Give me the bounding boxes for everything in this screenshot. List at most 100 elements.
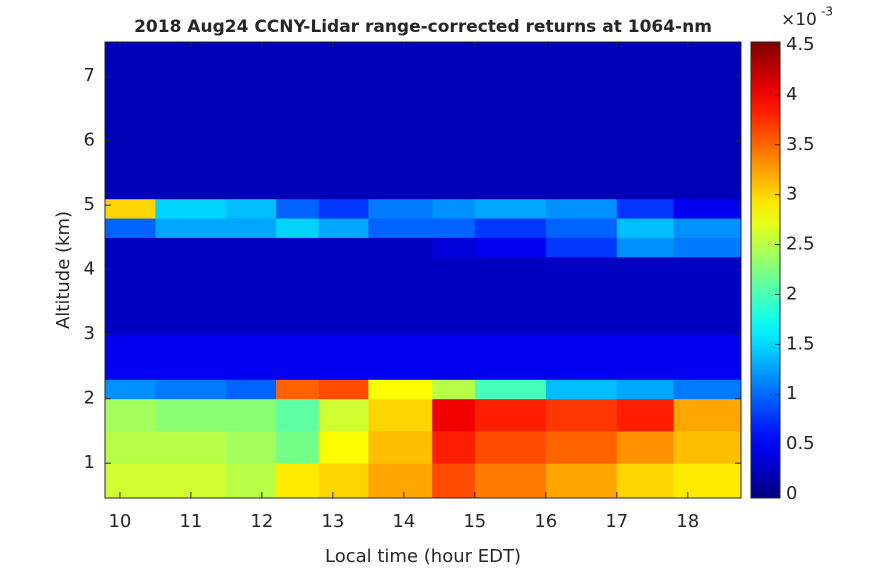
heat-cell: [474, 218, 547, 238]
heat-cell: [545, 218, 618, 238]
heat-cell: [155, 198, 227, 219]
plot-frame: [104, 41, 742, 499]
heat-cell: [474, 398, 547, 432]
heat-cell: [276, 463, 320, 499]
heat-cell: [276, 218, 320, 238]
heat-cell: [276, 379, 320, 400]
heat-cell: [474, 237, 547, 258]
heat-cell: [226, 198, 277, 219]
heat-cell: [545, 334, 618, 380]
heat-cell: [545, 198, 618, 219]
heat-cell: [616, 334, 675, 380]
colorbar-tick-label: 1.5: [786, 333, 815, 354]
heat-cell: [155, 218, 227, 238]
heat-cell: [318, 237, 369, 258]
heat-cell: [673, 334, 742, 380]
heat-cell: [616, 256, 675, 335]
heat-cell: [318, 398, 369, 432]
heat-cell: [276, 334, 320, 380]
heat-cell: [276, 398, 320, 432]
heat-cell: [226, 334, 277, 380]
heat-cell: [276, 256, 320, 335]
heat-cell: [368, 42, 433, 200]
x-tick-label: 16: [534, 511, 557, 532]
colorbar-tick-label: 3.5: [786, 134, 815, 155]
heat-cell: [155, 42, 227, 200]
y-tick-label: 1: [84, 452, 95, 473]
heat-cell: [432, 237, 476, 258]
y-tick-label: 5: [84, 194, 95, 215]
y-tick-label: 7: [84, 65, 95, 86]
heat-cell: [226, 237, 277, 258]
heat-cell: [474, 42, 547, 200]
heat-cell: [545, 463, 618, 499]
colorbar-exponent: -3: [821, 5, 833, 19]
heat-cell: [276, 237, 320, 258]
heat-cell: [368, 237, 433, 258]
heat-cell: [673, 398, 742, 432]
heat-cell: [616, 237, 675, 258]
colorbar-tick-label: 2: [786, 283, 797, 304]
colorbar-tick-label: 1: [786, 383, 797, 404]
heat-cell: [226, 42, 277, 200]
heat-cell: [226, 379, 277, 400]
heat-cell: [155, 430, 227, 464]
heat-cell: [226, 463, 277, 499]
x-tick-label: 10: [108, 511, 131, 532]
heat-cell: [105, 430, 156, 464]
heat-cell: [155, 379, 227, 400]
heat-cell: [318, 42, 369, 200]
x-tick-label: 15: [463, 511, 486, 532]
heat-cell: [368, 398, 433, 432]
heat-cell: [105, 398, 156, 432]
heat-cell: [432, 379, 476, 400]
x-tick-label: 13: [321, 511, 344, 532]
heat-cell: [226, 218, 277, 238]
heat-cell: [432, 398, 476, 432]
x-tick-label: 18: [676, 511, 699, 532]
heat-cell: [226, 430, 277, 464]
y-tick-label: 2: [84, 388, 95, 409]
heat-cell: [105, 256, 156, 335]
heat-cell: [616, 398, 675, 432]
colorbar-multiplier: ×10: [781, 10, 817, 30]
heat-cell: [616, 198, 675, 219]
heat-cell: [318, 379, 369, 400]
heat-cell: [673, 463, 742, 499]
heat-cell: [432, 42, 476, 200]
heat-cell: [545, 42, 618, 200]
heat-cell: [105, 379, 156, 400]
heat-cell: [318, 198, 369, 219]
heat-cell: [474, 198, 547, 219]
colorbar-tick-label: 2.5: [786, 234, 815, 255]
heat-cell: [105, 334, 156, 380]
heat-cell: [673, 218, 742, 238]
colorbar-tick-label: 4.5: [786, 34, 815, 55]
heat-cell: [474, 334, 547, 380]
heat-cell: [673, 379, 742, 400]
heat-cell: [276, 42, 320, 200]
x-axis-label: Local time (hour EDT): [325, 546, 521, 567]
chart-title: 2018 Aug24 CCNY-Lidar range-corrected re…: [134, 17, 712, 37]
heat-cell: [432, 463, 476, 499]
x-tick-label: 12: [250, 511, 273, 532]
heat-cell: [318, 334, 369, 380]
heat-cell: [432, 334, 476, 380]
y-axis-label: Altitude (km): [53, 211, 74, 329]
heat-cell: [226, 398, 277, 432]
heat-cell: [545, 398, 618, 432]
heat-cell: [673, 237, 742, 258]
y-tick-label: 3: [84, 323, 95, 344]
heat-cell: [155, 237, 227, 258]
heat-cell: [368, 198, 433, 219]
heat-cell: [226, 256, 277, 335]
heat-cell: [474, 463, 547, 499]
colorbar-tick-label: 0: [786, 483, 797, 504]
heat-cell: [545, 256, 618, 335]
heat-cell: [318, 218, 369, 238]
colorbar: [750, 41, 781, 499]
x-tick-label: 14: [392, 511, 415, 532]
axes: [105, 42, 741, 498]
heat-cell: [276, 198, 320, 219]
